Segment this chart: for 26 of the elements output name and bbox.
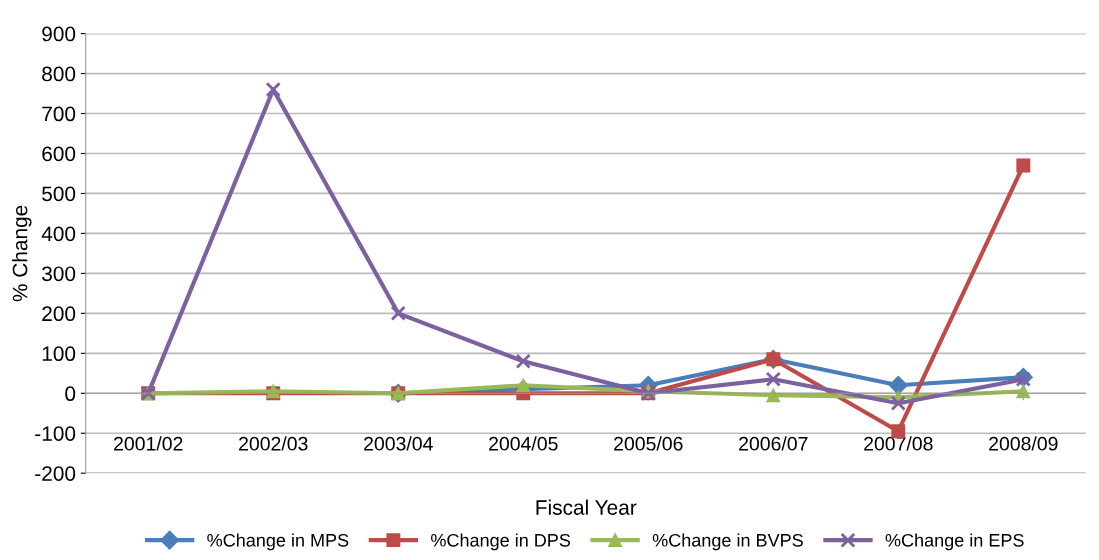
y-tick-label: -100	[35, 426, 76, 441]
y-tick-label: 900	[42, 26, 76, 42]
x-tick-label: 2008/09	[989, 436, 1058, 451]
legend-label: %Change in BVPS	[652, 533, 803, 551]
x-tick-label: 2002/03	[239, 436, 308, 451]
legend-label: %Change in EPS	[885, 533, 1024, 551]
x-tick-label: 2006/07	[739, 436, 808, 451]
y-tick-label: 0	[65, 386, 76, 402]
y-axis-title: % Change	[12, 205, 32, 302]
x-tick-label: 2001/02	[114, 436, 183, 451]
y-tick-label: 600	[42, 146, 76, 162]
x-tick-label: 2007/08	[864, 436, 933, 451]
y-tick-label: 300	[42, 266, 76, 282]
y-tick-label: 400	[41, 226, 76, 242]
y-tick-label: 200	[42, 306, 76, 322]
y-tick-label: 500	[42, 186, 76, 202]
legend-label: %Change in MPS	[207, 533, 349, 551]
y-tick-label: 100	[42, 346, 76, 362]
y-tick-label: 700	[42, 106, 76, 122]
legend-label: %Change in DPS	[431, 533, 571, 551]
x-axis-title: Fiscal Year	[536, 499, 637, 515]
y-tick-label: 800	[42, 66, 76, 82]
x-tick-label: 2003/04	[364, 436, 433, 451]
x-tick-label: 2004/05	[489, 436, 558, 451]
y-tick-label: -200	[35, 466, 76, 481]
x-tick-label: 2005/06	[614, 436, 683, 451]
